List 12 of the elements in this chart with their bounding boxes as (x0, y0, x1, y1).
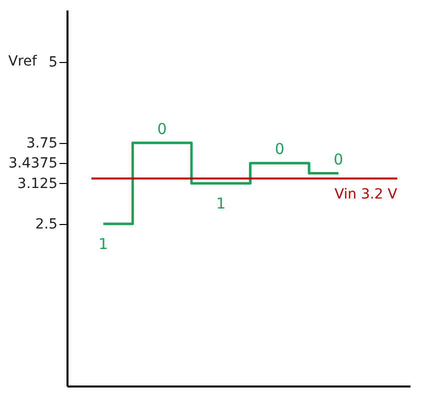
y-tick-label: 3.125 (17, 176, 58, 192)
y-tick-label: 3.4375 (8, 156, 58, 172)
annotation: 0 (157, 120, 167, 138)
ref-line-label: Vin 3.2 V (334, 186, 398, 203)
y-tick-label: 2.5 (35, 216, 58, 232)
y-tick-label: 3.75 (26, 135, 58, 152)
y-tick-label: 5 (48, 54, 58, 70)
annotation: 0 (274, 140, 284, 158)
y-axis-title: Vref (8, 54, 38, 70)
annotation: 1 (98, 234, 108, 253)
annotation: 0 (334, 150, 344, 168)
annotation: 1 (216, 194, 226, 212)
